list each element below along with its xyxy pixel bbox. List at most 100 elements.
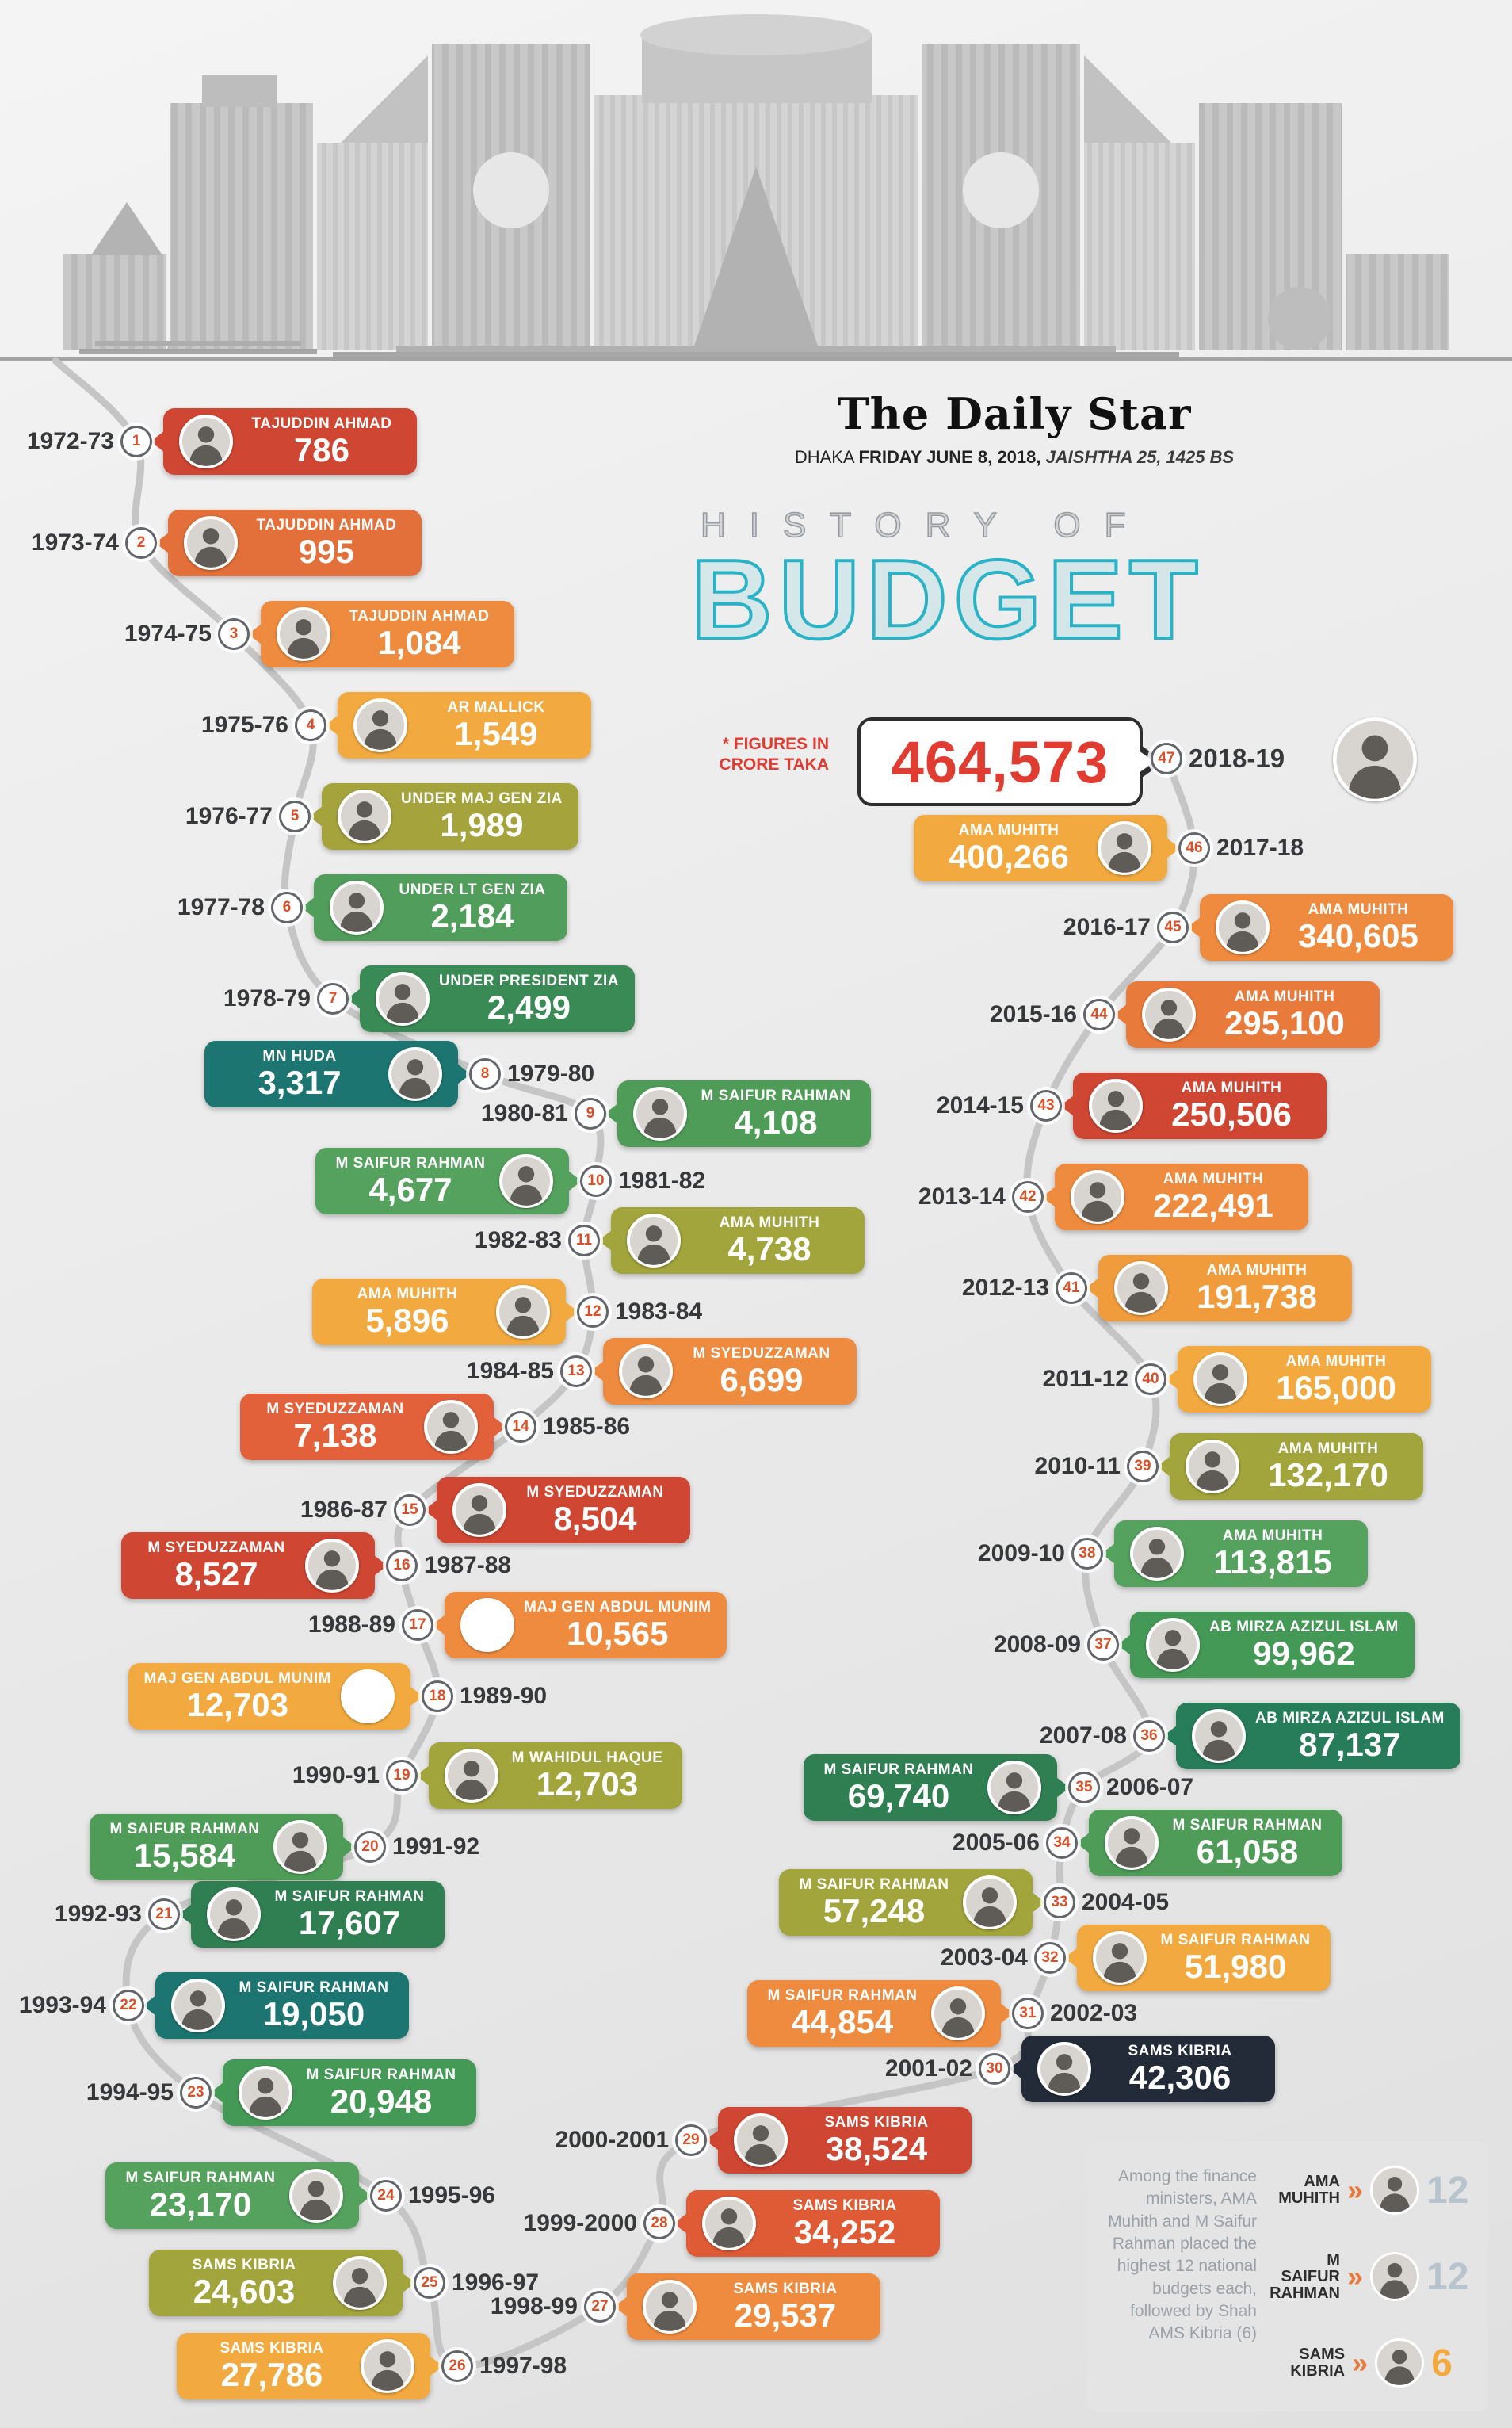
timeline-node: 46 (1178, 832, 1210, 864)
timeline-node: 30 (979, 2053, 1010, 2085)
title-history-of: HISTORY OF (700, 505, 1150, 545)
minister-name: SAMS KIBRIA (220, 2340, 324, 2357)
badge-pointer-icon (358, 2185, 372, 2206)
badge-pointer-icon (1076, 1833, 1090, 1853)
minister-portrait (496, 1285, 550, 1339)
budget-amount: 2,499 (487, 988, 571, 1026)
badge-text: AB MIRZA AZIZUL ISLAM 99,962 (1209, 1619, 1399, 1671)
badge-text: AMA MUHITH 113,815 (1193, 1528, 1352, 1580)
budget-amount: 69,740 (847, 1776, 950, 1814)
year-label: 1994-95 (86, 2079, 174, 2105)
timeline-node: 31 (1012, 1998, 1044, 2029)
badge-pointer-icon (705, 2130, 719, 2151)
minister-name: AMA MUHITH (1181, 1080, 1282, 1097)
budget-amount: 340,605 (1298, 916, 1418, 954)
badge-text: M SYEDUZZAMAN 7,138 (256, 1401, 414, 1453)
budget-amount: 1,989 (440, 805, 524, 843)
minister-name: M SAIFUR RAHMAN (767, 1987, 918, 2005)
badge-text: AMA MUHITH 340,605 (1279, 901, 1438, 954)
minister-portrait (643, 2280, 697, 2334)
minister-badge: AR MALLICK 1,549 (325, 692, 591, 759)
minister-badge: TAJUDDIN AHMAD 995 (155, 510, 422, 576)
minister-portrait (184, 516, 238, 570)
badge-text: M SAIFUR RAHMAN 4,108 (697, 1088, 855, 1140)
minister-badge: AB MIRZA AZIZUL ISLAM 87,137 (1163, 1703, 1460, 1769)
timeline-node: 21 (148, 1898, 180, 1930)
minister-name: UNDER MAJ GEN ZIA (401, 790, 563, 808)
minister-name: AMA MUHITH (1234, 988, 1335, 1006)
timeline-node: 24 (370, 2180, 402, 2212)
minister-badge: AMA MUHITH 400,266 (914, 815, 1180, 881)
minister-badge: M SAIFUR RAHMAN 4,677 (315, 1148, 582, 1214)
timeline-node: 9 (575, 1098, 606, 1130)
minister-name: M SAIFUR RAHMAN (125, 2170, 276, 2187)
timeline-node: 23 (180, 2077, 212, 2109)
badge-text: M SYEDUZZAMAN 8,527 (137, 1539, 296, 1592)
budget-amount: 5,896 (365, 1301, 449, 1339)
minister-name: AB MIRZA AZIZUL ISLAM (1209, 1619, 1399, 1636)
budget-amount: 44,854 (791, 2002, 894, 2040)
minister-portrait (171, 1979, 225, 2032)
minister-name: M SAIFUR RAHMAN (335, 1155, 486, 1172)
minister-portrait (460, 1598, 514, 1652)
timeline-node: 39 (1127, 1451, 1159, 1482)
year-label: 2008-09 (993, 1631, 1081, 1658)
minister-portrait (289, 2169, 343, 2223)
minister-name: M SAIFUR RAHMAN (1160, 1932, 1311, 1949)
badge-text: M SAIFUR RAHMAN 69,740 (819, 1761, 978, 1814)
minister-badge: M WAHIDUL HAQUE 12,703 (416, 1742, 682, 1809)
timeline-node: 42 (1012, 1181, 1044, 1213)
budget-amount: 191,738 (1197, 1277, 1317, 1315)
minister-portrait (1105, 1816, 1159, 1870)
year-label: 2001-02 (884, 2055, 972, 2082)
timeline-node: 35 (1068, 1772, 1100, 1803)
badge-text: UNDER MAJ GEN ZIA 1,989 (401, 790, 563, 843)
timeline-node: 7 (317, 983, 349, 1015)
badge-text: M SAIFUR RAHMAN 19,050 (235, 1979, 393, 2032)
badge-pointer-icon (1064, 1948, 1078, 1968)
budget-amount: 99,962 (1253, 1634, 1355, 1672)
minister-badge: M SAIFUR RAHMAN 15,584 (90, 1814, 356, 1880)
timeline-node: 29 (675, 2124, 707, 2156)
badge-text: AB MIRZA AZIZUL ISLAM 87,137 (1255, 1710, 1445, 1762)
badge-pointer-icon (1056, 1777, 1070, 1798)
minister-portrait (1142, 988, 1196, 1042)
budget-amount: 7,138 (293, 1416, 377, 1454)
year-label: 1987-88 (424, 1552, 512, 1578)
minister-name: AMA MUHITH (958, 822, 1060, 839)
year-label: 2007-08 (1039, 1723, 1127, 1749)
budget-amount: 15,584 (133, 1836, 236, 1874)
year-label: 1995-96 (408, 2182, 496, 2208)
minister-name: M SYEDUZZAMAN (526, 1484, 664, 1501)
year-label: 2010-11 (1034, 1453, 1121, 1479)
badge-pointer-icon (457, 1064, 471, 1084)
timeline-node: 26 (441, 2350, 473, 2382)
badge-pointer-icon (1166, 838, 1180, 858)
minister-name: AMA MUHITH (1285, 1353, 1387, 1371)
budget-amount: 6,699 (720, 1360, 804, 1398)
budget-amount: 87,137 (1299, 1725, 1401, 1763)
parliament-building-svg (63, 14, 1449, 358)
minister-portrait (987, 1761, 1041, 1814)
minister-portrait (207, 1887, 261, 1941)
badge-pointer-icon (565, 1302, 578, 1322)
budget-amount: 295,100 (1224, 1004, 1345, 1042)
minister-badge: UNDER PRESIDENT ZIA 2,499 (347, 965, 635, 1032)
year-label: 1993-94 (18, 1992, 106, 2018)
minister-name: M SYEDUZZAMAN (147, 1539, 285, 1557)
badge-text: AMA MUHITH 222,491 (1134, 1171, 1292, 1223)
year-label: 1988-89 (307, 1612, 395, 1638)
minister-portrait (273, 1820, 327, 1874)
minister-badge: M SAIFUR RAHMAN 4,108 (605, 1080, 871, 1147)
budget-amount: 17,607 (298, 1903, 401, 1941)
minister-badge: MAJ GEN ABDUL MUNIM 12,703 (128, 1663, 423, 1730)
year-label: 1991-92 (392, 1833, 480, 1860)
badge-pointer-icon (325, 715, 338, 736)
budget-amount: 464,573 (891, 728, 1109, 795)
timeline-node: 15 (394, 1494, 426, 1526)
budget-amount: 132,170 (1268, 1455, 1388, 1493)
timeline-node: 28 (643, 2208, 675, 2239)
budget-amount: 20,948 (330, 2082, 433, 2120)
badge-pointer-icon (430, 2356, 443, 2376)
timeline-node: 44 (1083, 999, 1115, 1030)
